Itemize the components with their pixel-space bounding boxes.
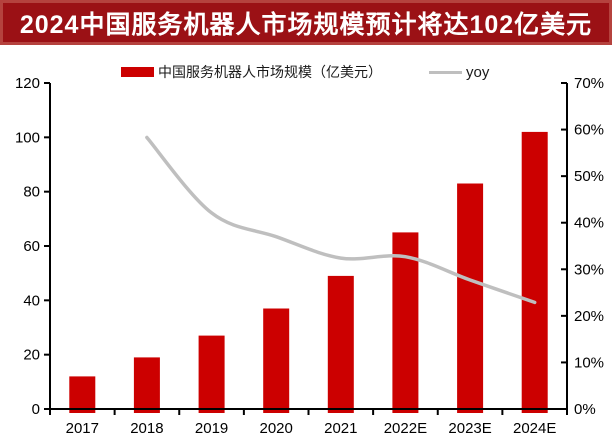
x-axis-label: 2018 xyxy=(130,420,163,437)
y-axis-label-left: 20 xyxy=(23,347,40,364)
y-axis-label-right: 40% xyxy=(574,215,604,232)
y-axis-label-left: 40 xyxy=(23,292,40,309)
bar-2021 xyxy=(327,275,354,413)
bar-2018 xyxy=(133,357,160,413)
bar-2022E xyxy=(392,232,419,413)
chart-canvas: 0 20 40 60 80 100 120 0% 10% 20% 30% 40% 50% 60% 70% 20… xyxy=(15,75,604,437)
y-axis-label-right: 0% xyxy=(574,401,596,418)
y-axis-label-left: 120 xyxy=(15,75,40,92)
bar-2019 xyxy=(198,335,225,413)
x-axis-label: 2017 xyxy=(66,420,99,437)
x-axis-label: 2024E xyxy=(513,420,556,437)
yoy-line xyxy=(145,135,537,305)
legend-line-label: yoy xyxy=(466,63,490,81)
x-axis-label: 2021 xyxy=(324,420,357,437)
y-axis-label-left: 80 xyxy=(23,184,40,201)
x-axis-label: 2019 xyxy=(195,420,228,437)
x-axis-label: 2023E xyxy=(448,420,491,437)
legend-bar-label: 中国服务机器人市场规模（亿美元） xyxy=(158,64,382,80)
x-axis-label: 2020 xyxy=(260,420,293,437)
bar-2017 xyxy=(69,376,96,413)
chart-area: 0 20 40 60 80 100 120 0% 10% 20% 30% 40% 50% 60% 70% 20… xyxy=(0,44,612,444)
y-axis-label-right: 60% xyxy=(574,122,604,139)
bar-2024E xyxy=(521,131,548,413)
y-axis-label-left: 0 xyxy=(32,401,40,418)
y-axis-label-right: 50% xyxy=(574,168,604,185)
y-axis-label-right: 20% xyxy=(574,308,604,325)
y-axis-label-left: 100 xyxy=(15,129,40,146)
page-title: 2024中国服务机器人市场规模预计将达102亿美元 xyxy=(19,10,593,39)
y-axis-label-right: 70% xyxy=(574,75,604,92)
title-banner: 2024中国服务机器人市场规模预计将达102亿美元 xyxy=(0,0,612,45)
x-axis-label: 2022E xyxy=(384,420,427,437)
legend-item-market-size: 中国服务机器人市场规模（亿美元） xyxy=(121,64,382,80)
y-axis-label-right: 30% xyxy=(574,261,604,278)
legend-line-swatch xyxy=(429,70,462,74)
legend-bar-swatch xyxy=(121,67,154,77)
legend-item-yoy: yoy xyxy=(429,63,490,81)
bar-2023E xyxy=(457,183,484,413)
bar-2020 xyxy=(263,308,290,413)
y-axis-label-right: 10% xyxy=(574,354,604,371)
y-axis-label-left: 60 xyxy=(23,238,40,255)
